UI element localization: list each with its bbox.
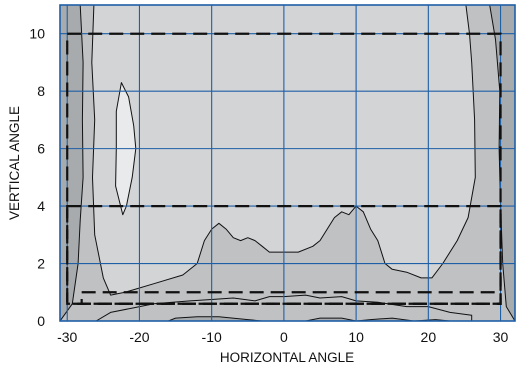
x-tick-label: 0 (280, 329, 288, 345)
x-tick-label: -30 (57, 329, 77, 345)
x-axis-title: HORIZONTAL ANGLE (220, 350, 354, 365)
x-tick-label: -20 (129, 329, 149, 345)
dashed-boxes (66, 32, 502, 305)
y-tick-label: 10 (29, 26, 45, 42)
y-tick-label: 4 (37, 198, 45, 214)
y-tick-label: 2 (37, 256, 45, 272)
dashed-box-1 (66, 204, 502, 305)
contour-regions (60, 5, 515, 321)
x-tick-label: 30 (493, 329, 509, 345)
x-tick-labels: -30 -20 -10 0 10 20 30 (57, 329, 508, 345)
y-tick-label: 6 (37, 141, 45, 157)
y-tick-label: 0 (37, 313, 45, 329)
dashed-box-2 (80, 291, 502, 305)
y-axis-title: VERTICAL ANGLE (7, 106, 22, 220)
x-tick-label: 10 (348, 329, 364, 345)
dashed-box-0 (66, 32, 502, 305)
x-tick-label: -10 (202, 329, 222, 345)
plot-frame (59, 4, 516, 322)
y-tick-labels: 0 2 4 6 8 10 (29, 26, 45, 329)
y-tick-label: 8 (37, 83, 45, 99)
x-tick-label: 20 (421, 329, 437, 345)
